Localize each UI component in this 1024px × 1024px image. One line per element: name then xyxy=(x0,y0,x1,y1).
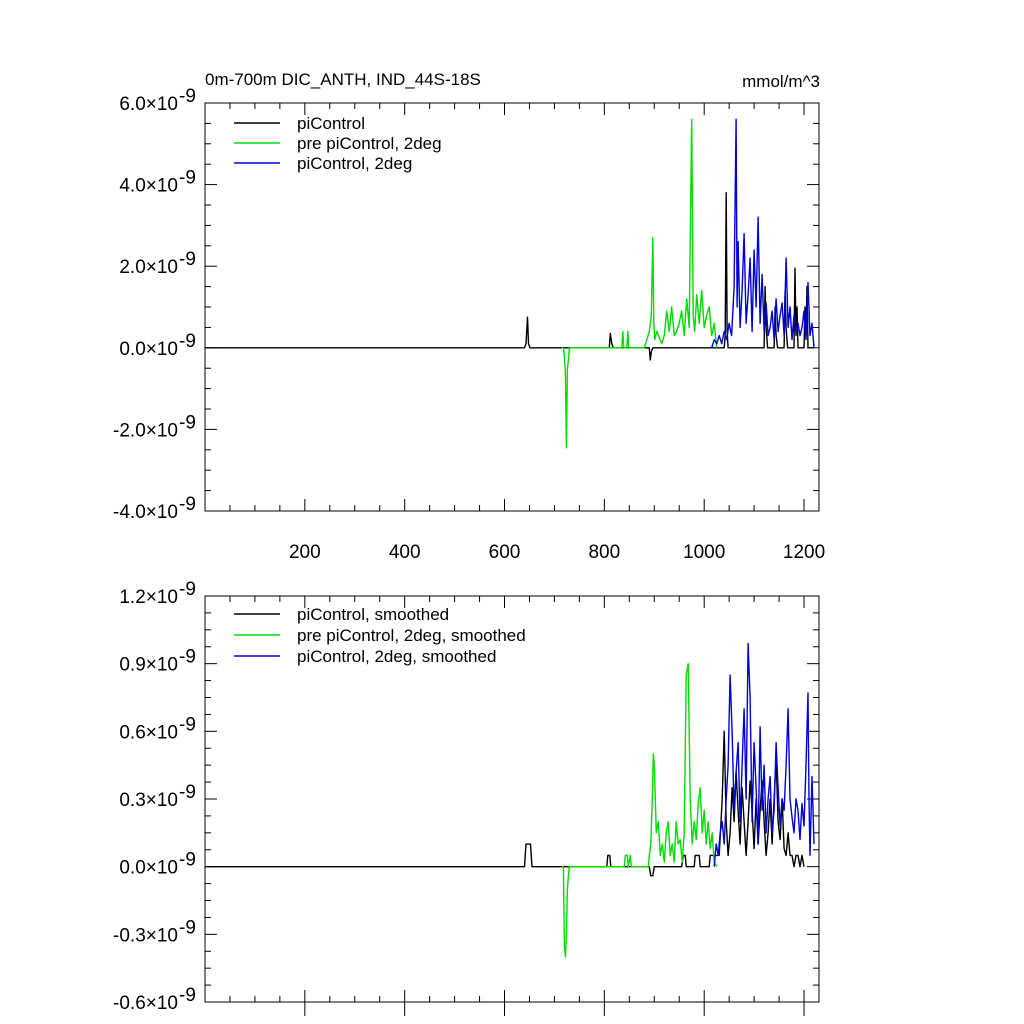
y-tick-label: 0.0×10 xyxy=(119,858,178,879)
x-tick-label: 1000 xyxy=(683,542,725,563)
y-tick-label: -4.0×10 xyxy=(113,502,178,523)
legend-label: pre piControl, 2deg, smoothed xyxy=(297,626,526,645)
top-y-tick-labels: 6.0×10 -94.0×10 -92.0×10 -90.0×10 -9-2.0×10-… xyxy=(113,86,196,523)
y-tick-label: 2.0×10 xyxy=(119,257,178,278)
y-tick-exponent: -9 xyxy=(179,249,196,270)
top-panel: 0m-700m DIC_ANTH, IND_44S-18S mmol/m^3 6… xyxy=(113,70,825,563)
bottom-panel: 1.2×10 -90.9×10 -90.6×10 -90.3×10 -90.0×10 -9… xyxy=(113,579,820,1016)
y-tick-exponent: -9 xyxy=(179,494,196,515)
x-tick-label: 400 xyxy=(389,542,421,563)
top-units: mmol/m^3 xyxy=(742,72,820,91)
y-tick-exponent: -9 xyxy=(179,579,196,600)
y-tick-exponent: -9 xyxy=(179,782,196,803)
bottom-y-tick-labels: 1.2×10 -90.9×10 -90.6×10 -90.3×10 -90.0×10 -9… xyxy=(113,579,196,1014)
x-tick-label: 800 xyxy=(588,542,620,563)
y-tick-exponent: -9 xyxy=(179,331,196,352)
y-tick-exponent: -9 xyxy=(179,412,196,433)
legend-label: piControl xyxy=(297,114,365,133)
legend-label: pre piControl, 2deg xyxy=(297,134,442,153)
top-plot-frame xyxy=(204,102,820,512)
bottom-plot-frame xyxy=(204,595,820,1003)
top-x-tick-labels: 200 400 600 800 1000 1200 xyxy=(289,542,825,563)
series-line-picontrol-2deg-smoothed xyxy=(713,642,815,867)
legend-label: piControl, 2deg, smoothed xyxy=(297,647,496,666)
y-tick-label: 1.2×10 xyxy=(119,587,178,608)
top-series-group xyxy=(205,118,815,449)
y-tick-label: 0.6×10 xyxy=(119,722,178,743)
x-tick-label: 200 xyxy=(289,542,321,563)
y-tick-exponent: -9 xyxy=(179,86,196,107)
bottom-legend: piControl, smoothed pre piControl, 2deg, … xyxy=(234,605,526,666)
y-tick-label: 0.3×10 xyxy=(119,790,178,811)
y-tick-label: 0.0×10 xyxy=(119,339,178,360)
x-tick-label: 1200 xyxy=(783,542,825,563)
y-tick-label: 0.9×10 xyxy=(119,655,178,676)
top-title: 0m-700m DIC_ANTH, IND_44S-18S xyxy=(205,70,481,89)
y-tick-label: 6.0×10 xyxy=(119,94,178,115)
x-tick-label: 600 xyxy=(489,542,521,563)
y-tick-label: -0.3×10 xyxy=(113,925,178,946)
series-line-picontrol xyxy=(205,192,814,361)
y-tick-exponent: -9 xyxy=(179,985,196,1006)
y-tick-exponent: -9 xyxy=(179,917,196,938)
y-tick-exponent: -9 xyxy=(179,647,196,668)
y-tick-exponent: -9 xyxy=(179,714,196,735)
y-tick-label: 4.0×10 xyxy=(119,176,178,197)
legend-label: piControl, 2deg xyxy=(297,154,412,173)
series-line-picontrol-2deg xyxy=(711,118,815,349)
series-line-pre-picontrol-2deg xyxy=(561,118,718,449)
y-tick-label: -2.0×10 xyxy=(113,420,178,441)
y-tick-exponent: -9 xyxy=(179,850,196,871)
y-tick-exponent: -9 xyxy=(179,168,196,189)
series-line-pre-picontrol-2deg-smoothed xyxy=(561,663,718,958)
y-tick-label: -0.6×10 xyxy=(113,993,178,1014)
legend-label: piControl, smoothed xyxy=(297,605,449,624)
bottom-series-group xyxy=(205,642,815,958)
